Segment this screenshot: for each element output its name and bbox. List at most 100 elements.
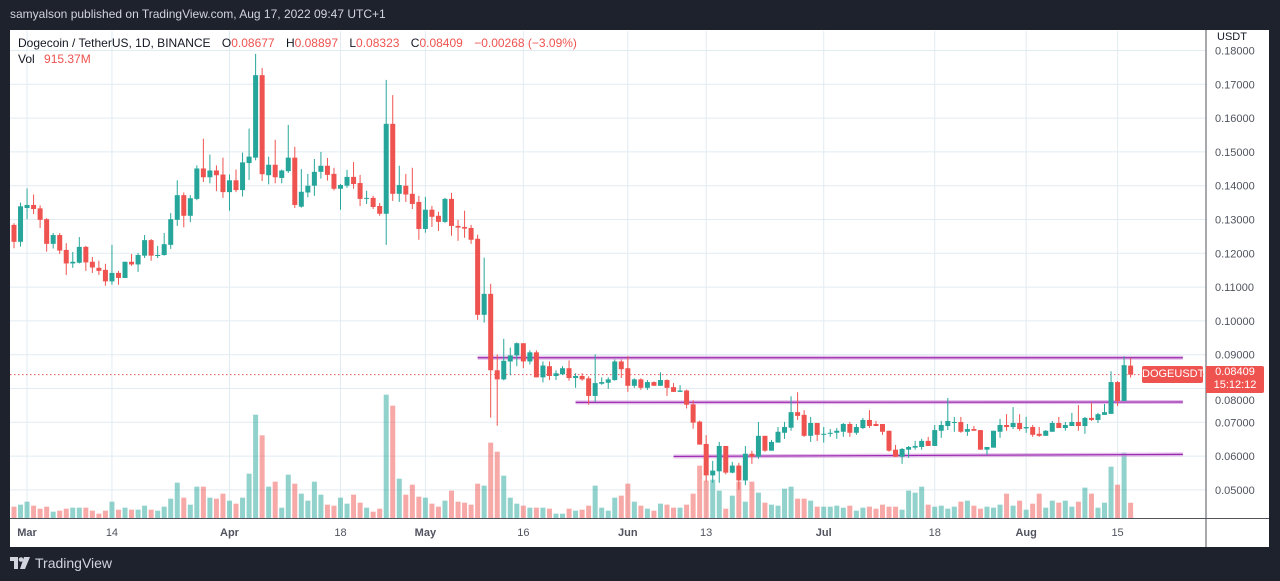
volume-bar <box>1115 484 1121 518</box>
volume-bar <box>377 508 383 518</box>
volume-bar <box>638 505 644 518</box>
candle-body <box>422 209 428 229</box>
volume-bar <box>553 513 559 518</box>
candle-body <box>1062 425 1068 429</box>
close-value: 0.08409 <box>419 36 463 50</box>
volume-bar <box>840 507 846 518</box>
candle-body <box>96 267 102 271</box>
volume-bar <box>540 507 546 518</box>
volume-bar <box>618 495 624 518</box>
candle-body <box>338 185 343 189</box>
volume-bar <box>272 481 278 518</box>
candle-body <box>1095 414 1101 420</box>
price-tick-label: 0.14000 <box>1215 181 1255 193</box>
volume-bar <box>1036 493 1042 518</box>
volume-bar <box>351 494 357 518</box>
volume-bar <box>664 504 670 518</box>
chart-panel[interactable] <box>10 30 1269 547</box>
chart-legend: Dogecoin / TetherUS, 1D, BINANCE O0.0867… <box>18 35 577 67</box>
candle-body <box>1049 422 1055 432</box>
time-tick-label: Aug <box>1015 527 1036 539</box>
volume-bar <box>409 484 415 518</box>
volume-bar <box>292 483 298 518</box>
candle-body <box>370 197 376 207</box>
volume-bar <box>697 465 703 518</box>
volume-bar <box>11 506 17 518</box>
candle-body <box>612 361 618 381</box>
volume-bar <box>37 508 43 518</box>
candle-body <box>364 197 370 199</box>
candle-body <box>782 427 788 433</box>
volume-bar <box>240 497 246 518</box>
close-label: C <box>410 36 420 50</box>
volume-bar <box>932 506 938 518</box>
candle-body <box>272 164 278 178</box>
candle-body <box>801 414 807 436</box>
candle-body <box>462 226 468 229</box>
volume-bar <box>181 497 187 518</box>
candle-body <box>246 156 252 164</box>
volume-bar <box>586 505 592 518</box>
price-tick-label: 0.09000 <box>1215 350 1255 362</box>
volume-bar <box>462 502 468 518</box>
candle-body <box>57 235 63 251</box>
price-tick-label: 0.16000 <box>1215 113 1255 125</box>
candle-body <box>729 465 735 473</box>
candle-body <box>893 449 899 457</box>
candle-body <box>520 343 526 362</box>
candle-body <box>155 254 161 256</box>
volume-bar <box>318 494 324 518</box>
price-tick-label: 0.15000 <box>1215 147 1255 159</box>
candle-body <box>455 225 461 228</box>
volume-bar <box>814 506 820 518</box>
candle-body <box>723 445 729 473</box>
candle-body <box>899 449 905 457</box>
volume-bar <box>1108 466 1114 518</box>
volume-label[interactable]: Vol <box>18 52 35 66</box>
candle-body <box>808 422 814 436</box>
candle-body <box>240 162 246 191</box>
volume-bar <box>775 505 781 518</box>
tradingview-logo[interactable]: TradingView <box>10 555 112 571</box>
candle-body <box>207 170 213 178</box>
candle-body <box>331 173 337 189</box>
volume-bar <box>331 505 337 518</box>
candle-body <box>102 269 108 282</box>
price-axis-unit[interactable]: USDT <box>1215 31 1249 43</box>
candle-body <box>89 261 95 268</box>
candle-body <box>788 412 794 428</box>
volume-bar <box>220 493 226 518</box>
volume-bar <box>795 498 801 518</box>
candle-body <box>311 171 317 186</box>
symbol-title[interactable]: Dogecoin / TetherUS, 1D, BINANCE <box>18 36 211 50</box>
volume-bar <box>31 505 37 518</box>
volume-bar <box>716 490 722 518</box>
volume-bar <box>285 474 291 518</box>
candle-body <box>873 423 879 427</box>
candle-body <box>142 240 148 256</box>
candle-body <box>279 170 285 178</box>
candle-body <box>1043 430 1049 436</box>
high-value: 0.08897 <box>294 36 339 50</box>
volume-bar <box>383 394 389 518</box>
volume-bar <box>1082 487 1088 518</box>
volume-bar <box>886 506 892 518</box>
price-tick-label: 0.18000 <box>1215 46 1255 58</box>
volume-bar <box>174 482 180 518</box>
volume-bar <box>311 481 317 518</box>
volume-bar <box>821 506 827 518</box>
candle-body <box>906 446 912 450</box>
time-tick-label: 16 <box>517 527 529 539</box>
candle-body <box>115 272 121 278</box>
volume-bar <box>834 505 840 518</box>
candle-body <box>109 272 115 282</box>
open-value: 0.08677 <box>231 36 275 50</box>
candle-body <box>573 375 579 379</box>
candle-body <box>945 420 951 427</box>
volume-bar <box>925 504 931 518</box>
candle-body <box>684 390 690 405</box>
candle-body <box>135 254 141 265</box>
candle-body <box>122 261 128 278</box>
candle-body <box>938 425 944 431</box>
